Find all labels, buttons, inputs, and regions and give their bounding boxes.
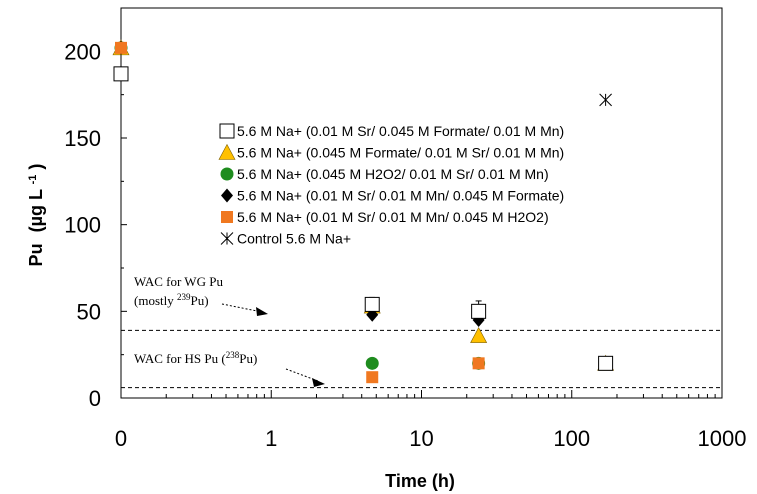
y-tick-label: 0 [89,386,101,411]
legend-swatch [221,211,233,223]
wac-hs-label: WAC for HS Pu (238Pu) [134,350,257,366]
legend-entry: 5.6 M Na+ (0.045 M H2O2/ 0.01 M Sr/ 0.01… [237,166,549,182]
y-tick-label: 150 [64,126,101,151]
wac-wg-arrowhead [256,307,268,316]
legend-swatch [220,167,234,181]
data-point [366,371,379,384]
x-tick-label: 1000 [698,426,747,451]
legend-entry: 5.6 M Na+ (0.045 M Formate/ 0.01 M Sr/ 0… [237,145,564,161]
x-tick-label: 0 [115,426,127,451]
wac-wg-sublabel: (mostly 239Pu) [134,292,209,308]
legend-entry: 5.6 M Na+ (0.01 M Sr/ 0.01 M Mn/ 0.045 M… [237,188,564,204]
annotations: WAC for WG Pu (mostly 239Pu) WAC for HS Pu… [134,274,325,387]
svg-text:Pu (µg L -1: Pu (µg L -1 ) [20,164,46,267]
data-point [115,41,127,54]
x-axis-title: Time (h) [385,471,455,491]
legend-swatch [220,232,234,245]
asterisk-stroke [220,232,234,245]
legend-entry: Control 5.6 M Na+ [237,231,351,247]
wac-wg-label: WAC for WG Pu [134,274,223,289]
legend-swatch [219,123,235,139]
legend-swatch [218,143,236,160]
data-point [113,66,129,82]
data-point [598,355,614,371]
data-point [472,357,485,370]
data-marks [112,39,615,384]
asterisk-stroke [599,93,612,107]
x-axis-ticks: 0 1 10 100 1000 [115,390,747,451]
y-tick-label: 50 [77,299,101,324]
data-point [470,326,488,343]
y-axis-ticks: 0 50 100 150 200 [64,7,127,411]
y-axis-title-unit-sup: -1 [27,175,39,185]
legend-entry: 5.6 M Na+ (0.01 M Sr/ 0.045 M Formate/ 0… [237,123,564,139]
y-axis-title-unit-close: ) [26,164,46,170]
y-axis-title-unit: (µg L [26,189,46,232]
y-tick-label: 100 [64,213,101,238]
data-point [364,296,380,312]
legend-entry: 5.6 M Na+ (0.01 M Sr/ 0.01 M Mn/ 0.045 M… [237,209,549,225]
data-point [599,93,612,107]
x-tick-label: 100 [553,426,590,451]
legend: 5.6 M Na+ (0.01 M Sr/ 0.045 M Formate/ 0… [218,123,564,247]
y-tick-label: 200 [64,39,101,64]
x-tick-label: 1 [265,426,277,451]
wac-hs-arrowhead [312,378,325,387]
legend-swatch [221,188,233,203]
data-point [365,356,379,370]
wac-wg-pointer [221,303,263,313]
reference-lines [121,329,722,389]
x-tick-label: 10 [409,426,433,451]
y-axis-title: Pu (µg L -1 ) [20,164,46,267]
y-axis-title-main: Pu [26,243,46,266]
data-point [471,303,487,319]
